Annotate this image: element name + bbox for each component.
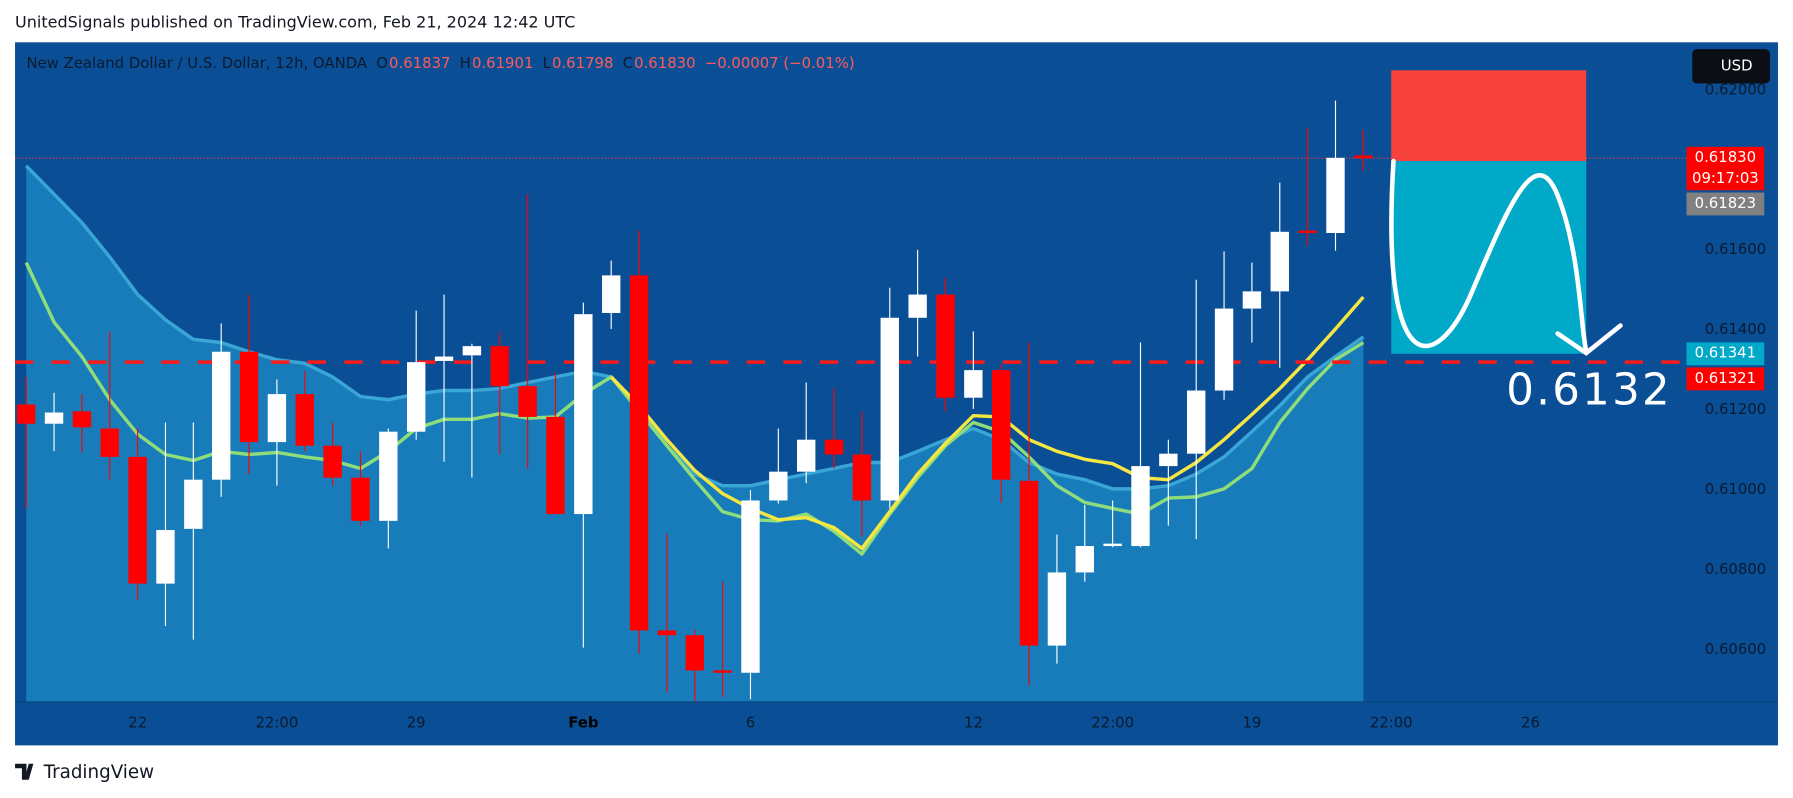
candle-body (936, 294, 955, 398)
candle-body (964, 370, 983, 398)
candle-body (72, 411, 92, 428)
candle-body (657, 630, 677, 636)
legend-text: New Zealand Dollar / U.S. Dollar, 12h, O… (26, 54, 367, 72)
price-label-bg (1686, 342, 1765, 366)
candle-body (434, 356, 454, 361)
candle-body (602, 275, 621, 313)
candle-body (100, 428, 119, 457)
legend-text: 0.61837 (389, 54, 450, 72)
price-label: 0.61321 (1695, 369, 1756, 387)
candle-body (1214, 308, 1234, 391)
drawn-arrow (1389, 158, 1623, 356)
candle-body (546, 416, 565, 515)
candle-body (1131, 466, 1150, 547)
candle-body (713, 670, 732, 673)
y-tick-label: 0.61200 (1705, 400, 1766, 418)
x-tick-label: 22 (128, 714, 147, 732)
x-tick-label: Feb (568, 714, 598, 732)
countdown: 09:17:03 (1692, 169, 1759, 187)
candle-body (1270, 231, 1289, 292)
x-tick-label: 6 (746, 714, 755, 732)
candle-body (992, 370, 1011, 480)
candle-body (797, 439, 816, 472)
x-tick-label: 19 (1242, 714, 1261, 732)
candle-body (880, 317, 899, 501)
legend-text: 0.61830 (634, 54, 695, 72)
legend-text: L (543, 54, 552, 72)
target-annotation: 0.6132 (1506, 366, 1672, 416)
legend-text: O (376, 54, 388, 72)
price-label-bg (1686, 146, 1765, 191)
logo-icon (15, 763, 34, 780)
price-label: 0.61830 (1695, 148, 1756, 166)
candle-body (267, 394, 287, 443)
candle-body (629, 275, 649, 631)
currency-label[interactable]: USD (1721, 56, 1753, 74)
brand-name: TradingView (43, 762, 155, 783)
x-tick-label: 22:00 (255, 714, 298, 732)
candle-body (1326, 157, 1345, 234)
candle-body (1103, 543, 1122, 547)
candle-body (211, 351, 231, 480)
candle-body (156, 530, 175, 584)
stop-zone (1391, 70, 1587, 162)
candle-body (406, 362, 426, 432)
ma-line (609, 295, 1365, 551)
legend-text: 0.61901 (472, 54, 533, 72)
candle-body (1047, 572, 1067, 646)
candle-body (1075, 546, 1094, 573)
legend-text: C (623, 54, 633, 72)
y-tick-label: 0.61000 (1705, 480, 1766, 498)
candle-body (44, 412, 64, 424)
candle-body (323, 445, 342, 478)
candle-body (239, 351, 259, 443)
candle-body (1019, 480, 1039, 646)
candle-body (351, 477, 370, 521)
candle-body (741, 500, 760, 673)
candle-body (518, 386, 537, 417)
currency-bg[interactable] (1692, 49, 1770, 84)
price-label-bg (1686, 367, 1765, 391)
price-label: 0.61341 (1695, 344, 1756, 362)
brand-logo: TradingView (15, 762, 154, 783)
x-tick-label: 26 (1521, 714, 1540, 732)
candle-body (462, 346, 482, 356)
y-tick-label: 0.60800 (1705, 560, 1766, 578)
candle-body (824, 439, 844, 455)
legend-text: H (460, 54, 471, 72)
candle-body (685, 635, 704, 671)
currency-button[interactable]: USD (1692, 49, 1770, 84)
candle-body (490, 346, 509, 387)
candle-body (16, 404, 36, 424)
published-header: UnitedSignals published on TradingView.c… (15, 12, 575, 31)
candle-body (379, 431, 398, 521)
y-tick-label: 0.61400 (1705, 320, 1766, 338)
candle-body (852, 454, 872, 501)
legend-text: −0.00007 (−0.01%) (705, 54, 855, 72)
candle-body (295, 394, 314, 446)
plot (15, 70, 1687, 702)
candle-body (1159, 453, 1178, 467)
candle-body (769, 471, 788, 501)
candle-body (128, 456, 147, 584)
candle-body (184, 479, 203, 529)
candle-body (1242, 291, 1262, 309)
price-label-bg (1686, 192, 1765, 216)
candle-body (1354, 155, 1373, 159)
y-tick-label: 0.61600 (1705, 240, 1766, 258)
y-tick-label: 0.62000 (1705, 80, 1766, 98)
price-label: 0.61823 (1695, 194, 1756, 212)
legend-text: 0.61798 (552, 54, 613, 72)
candle-body (1187, 390, 1206, 454)
x-tick-label: 29 (407, 714, 426, 732)
candle-body (908, 294, 927, 318)
candle-body (1298, 230, 1317, 234)
x-tick-label: 22:00 (1370, 714, 1413, 732)
x-tick-label: 12 (964, 714, 983, 732)
candle-body (574, 314, 593, 515)
y-tick-label: 0.60600 (1705, 640, 1766, 658)
x-tick-label: 22:00 (1091, 714, 1134, 732)
